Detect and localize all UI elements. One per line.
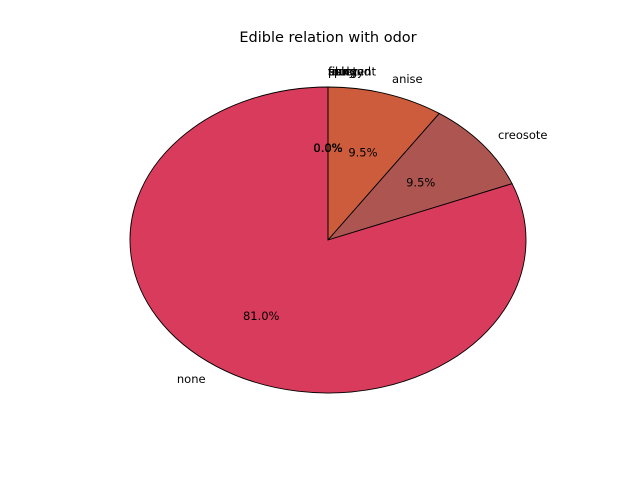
slice-label-almond: almond [328, 65, 371, 79]
slice-pct-none: 81.0% [243, 309, 280, 323]
slice-pct-spicy: 0.0% [313, 141, 342, 155]
slice-label-pungent: pungent [328, 65, 377, 79]
slice-label-foul: foul [328, 65, 350, 79]
slice-pct-pungent: 0.0% [313, 141, 342, 155]
slice-label-anise: anise [392, 72, 423, 86]
slice-label-spicy: spicy [328, 65, 358, 79]
slice-pct-musty: 0.0% [313, 141, 342, 155]
slice-label-none: none [177, 372, 206, 386]
chart-title: Edible relation with odor [239, 30, 416, 46]
slice-pct-foul: 0.0% [313, 141, 342, 155]
slice-pct-fishy: 0.0% [313, 141, 342, 155]
slice-pct-creosote: 9.5% [406, 176, 435, 190]
slice-label-musty: musty [328, 65, 364, 79]
slice-label-creosote: creosote [498, 128, 548, 142]
pie-slices [129, 86, 527, 394]
pie-slice-creosote [326, 112, 513, 241]
pie-labels: anise 9.5% creosote 9.5% none 81.0% fishy 0.0% f… [177, 65, 548, 386]
slice-label-fishy: fishy [328, 65, 356, 79]
slice-pct-almond: 0.0% [313, 141, 342, 155]
pie-slice-anise [327, 86, 441, 242]
slice-pct-anise: 9.5% [348, 145, 377, 159]
